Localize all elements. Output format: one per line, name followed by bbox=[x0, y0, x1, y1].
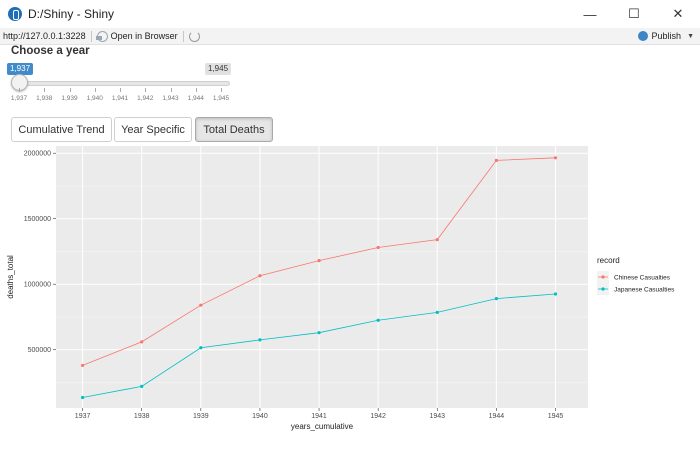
x-tick-label: 1938 bbox=[134, 413, 150, 420]
slider-max-value: 1,945 bbox=[205, 63, 232, 75]
slider-tick-label: 1,944 bbox=[187, 95, 204, 102]
plot-panel bbox=[56, 146, 588, 408]
x-tick-label: 1943 bbox=[429, 413, 445, 420]
data-point bbox=[553, 292, 558, 296]
data-point bbox=[199, 346, 203, 350]
slider-label: Choose a year bbox=[11, 45, 90, 57]
slider-tick-label: 1,939 bbox=[61, 95, 78, 102]
data-point bbox=[140, 384, 144, 388]
slider-tick-mark bbox=[170, 88, 172, 92]
open-in-browser-icon[interactable] bbox=[95, 30, 108, 42]
data-point bbox=[258, 338, 262, 342]
y-tick-label: 1500000 bbox=[24, 216, 51, 223]
data-point bbox=[376, 245, 380, 250]
data-point bbox=[435, 310, 439, 314]
x-tick-label: 1937 bbox=[75, 413, 91, 420]
data-point bbox=[494, 297, 498, 301]
publish-button[interactable]: Publish ▼ bbox=[637, 28, 694, 44]
y-tick-label: 2000000 bbox=[24, 151, 51, 158]
slider-tick-mark bbox=[19, 88, 20, 92]
maximize-icon[interactable]: ☐ bbox=[628, 6, 640, 21]
slider-tick-label: 1,941 bbox=[111, 95, 129, 102]
slider-tick-mark bbox=[221, 88, 222, 92]
slider-tick-label: 1,937 bbox=[10, 95, 28, 102]
legend-label: Chinese Casualties bbox=[614, 275, 671, 282]
legend-title: record bbox=[597, 256, 620, 265]
close-icon[interactable]: ✕ bbox=[672, 6, 684, 21]
data-point bbox=[140, 340, 144, 344]
slider-tick-mark bbox=[195, 88, 197, 92]
window-controls: — ☐ ✕ bbox=[568, 0, 700, 28]
slider-tick-mark bbox=[145, 88, 147, 92]
x-tick-label: 1940 bbox=[252, 413, 268, 420]
x-tick-label: 1945 bbox=[548, 413, 564, 420]
data-point bbox=[376, 318, 380, 322]
chevron-down-icon[interactable]: ▼ bbox=[687, 32, 694, 40]
refresh-icon[interactable] bbox=[188, 30, 200, 42]
total-deaths-button[interactable]: Total Deaths bbox=[195, 117, 273, 142]
data-point bbox=[435, 238, 439, 242]
legend-key-point bbox=[601, 287, 605, 291]
slider-tick-label: 1,943 bbox=[162, 95, 179, 102]
data-point bbox=[81, 363, 85, 368]
legend-key-point bbox=[601, 275, 605, 279]
legend-label: Japanese Casualties bbox=[614, 287, 675, 294]
publish-label: Publish bbox=[651, 31, 682, 41]
x-tick-label: 1942 bbox=[370, 413, 386, 420]
data-point bbox=[258, 274, 262, 278]
slider-tick-label: 1,942 bbox=[137, 95, 154, 102]
cumulative-trend-button[interactable]: Cumulative Trend bbox=[11, 117, 112, 142]
year-specific-button[interactable]: Year Specific bbox=[114, 117, 192, 142]
window-titlebar: D:/Shiny - Shiny — ☐ ✕ bbox=[0, 0, 700, 28]
open-in-browser-button[interactable]: Open in Browser bbox=[110, 31, 178, 41]
minimize-icon[interactable]: — bbox=[583, 6, 597, 22]
data-point bbox=[494, 158, 498, 163]
publish-icon bbox=[637, 31, 648, 41]
data-point bbox=[317, 259, 321, 263]
y-axis-title: deaths_total bbox=[6, 255, 15, 299]
slider-tick-label: 1,945 bbox=[212, 95, 230, 102]
data-point bbox=[81, 395, 85, 400]
x-tick-label: 1944 bbox=[489, 413, 505, 420]
x-tick-label: 1941 bbox=[311, 413, 327, 420]
x-axis-title: years_cumulative bbox=[291, 422, 354, 431]
slider-min-value: 1,937 bbox=[7, 63, 34, 75]
slider-tick-mark bbox=[44, 88, 46, 92]
data-point bbox=[199, 303, 203, 307]
data-point bbox=[317, 331, 321, 335]
slider-tick-mark bbox=[94, 88, 96, 92]
x-tick-label: 1939 bbox=[193, 413, 209, 420]
slider-tick-mark bbox=[120, 88, 121, 92]
data-point bbox=[553, 156, 558, 160]
toolbar-divider bbox=[90, 30, 92, 42]
slider-tick-label: 1,938 bbox=[36, 95, 53, 102]
viewer-toolbar: http://127.0.0.1:3228 Open in Browser Pu… bbox=[0, 28, 700, 45]
y-tick-label: 1000000 bbox=[24, 282, 51, 289]
slider-tick-label: 1,940 bbox=[86, 95, 103, 102]
slider-tick-mark bbox=[69, 88, 71, 92]
y-tick-label: 500000 bbox=[28, 347, 51, 354]
window-title: D:/Shiny - Shiny bbox=[28, 7, 115, 21]
shiny-app-icon bbox=[8, 7, 22, 21]
toolbar-divider bbox=[182, 30, 184, 42]
url-display: http://127.0.0.1:3228 bbox=[3, 31, 86, 41]
